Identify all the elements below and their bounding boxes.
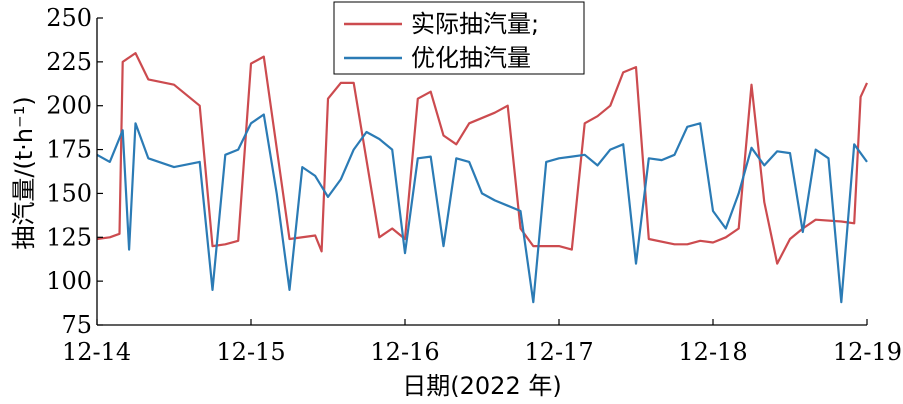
x-tick-label: 12-19	[833, 338, 902, 366]
y-axis-title: 抽汽量/(t·h⁻¹)	[10, 96, 38, 249]
series-line-actual	[96, 51, 869, 265]
x-tick-label: 12-15	[216, 338, 285, 366]
y-tick-label: 125	[46, 223, 92, 251]
y-tick-label: 200	[46, 92, 92, 120]
series-line-optimized	[96, 113, 868, 304]
y-tick-label: 225	[46, 48, 92, 76]
x-tick-label: 12-17	[524, 338, 593, 366]
y-tick-label: 250	[46, 4, 92, 32]
axes	[96, 18, 867, 326]
y-axis-ticks: 75 100 125 150 175 200 225 250	[46, 4, 103, 339]
y-tick-label: 100	[46, 267, 92, 295]
x-tick-label: 12-16	[370, 338, 439, 366]
legend: 实际抽汽量; 优化抽汽量	[333, 1, 585, 75]
x-axis-title: 日期(2022 年)	[402, 372, 561, 400]
x-axis-ticks: 12-14 12-15 12-16 12-17 12-18 12-19	[62, 319, 902, 366]
legend-box	[333, 1, 585, 75]
x-tick-label: 12-14	[62, 338, 131, 366]
x-tick-label: 12-18	[678, 338, 747, 366]
plot-lines	[96, 51, 869, 304]
legend-label-optimized: 优化抽汽量	[411, 44, 531, 72]
y-tick-label: 150	[46, 179, 92, 207]
y-tick-label: 75	[61, 311, 92, 339]
legend-label-actual: 实际抽汽量;	[411, 10, 539, 38]
y-tick-label: 175	[46, 136, 92, 164]
